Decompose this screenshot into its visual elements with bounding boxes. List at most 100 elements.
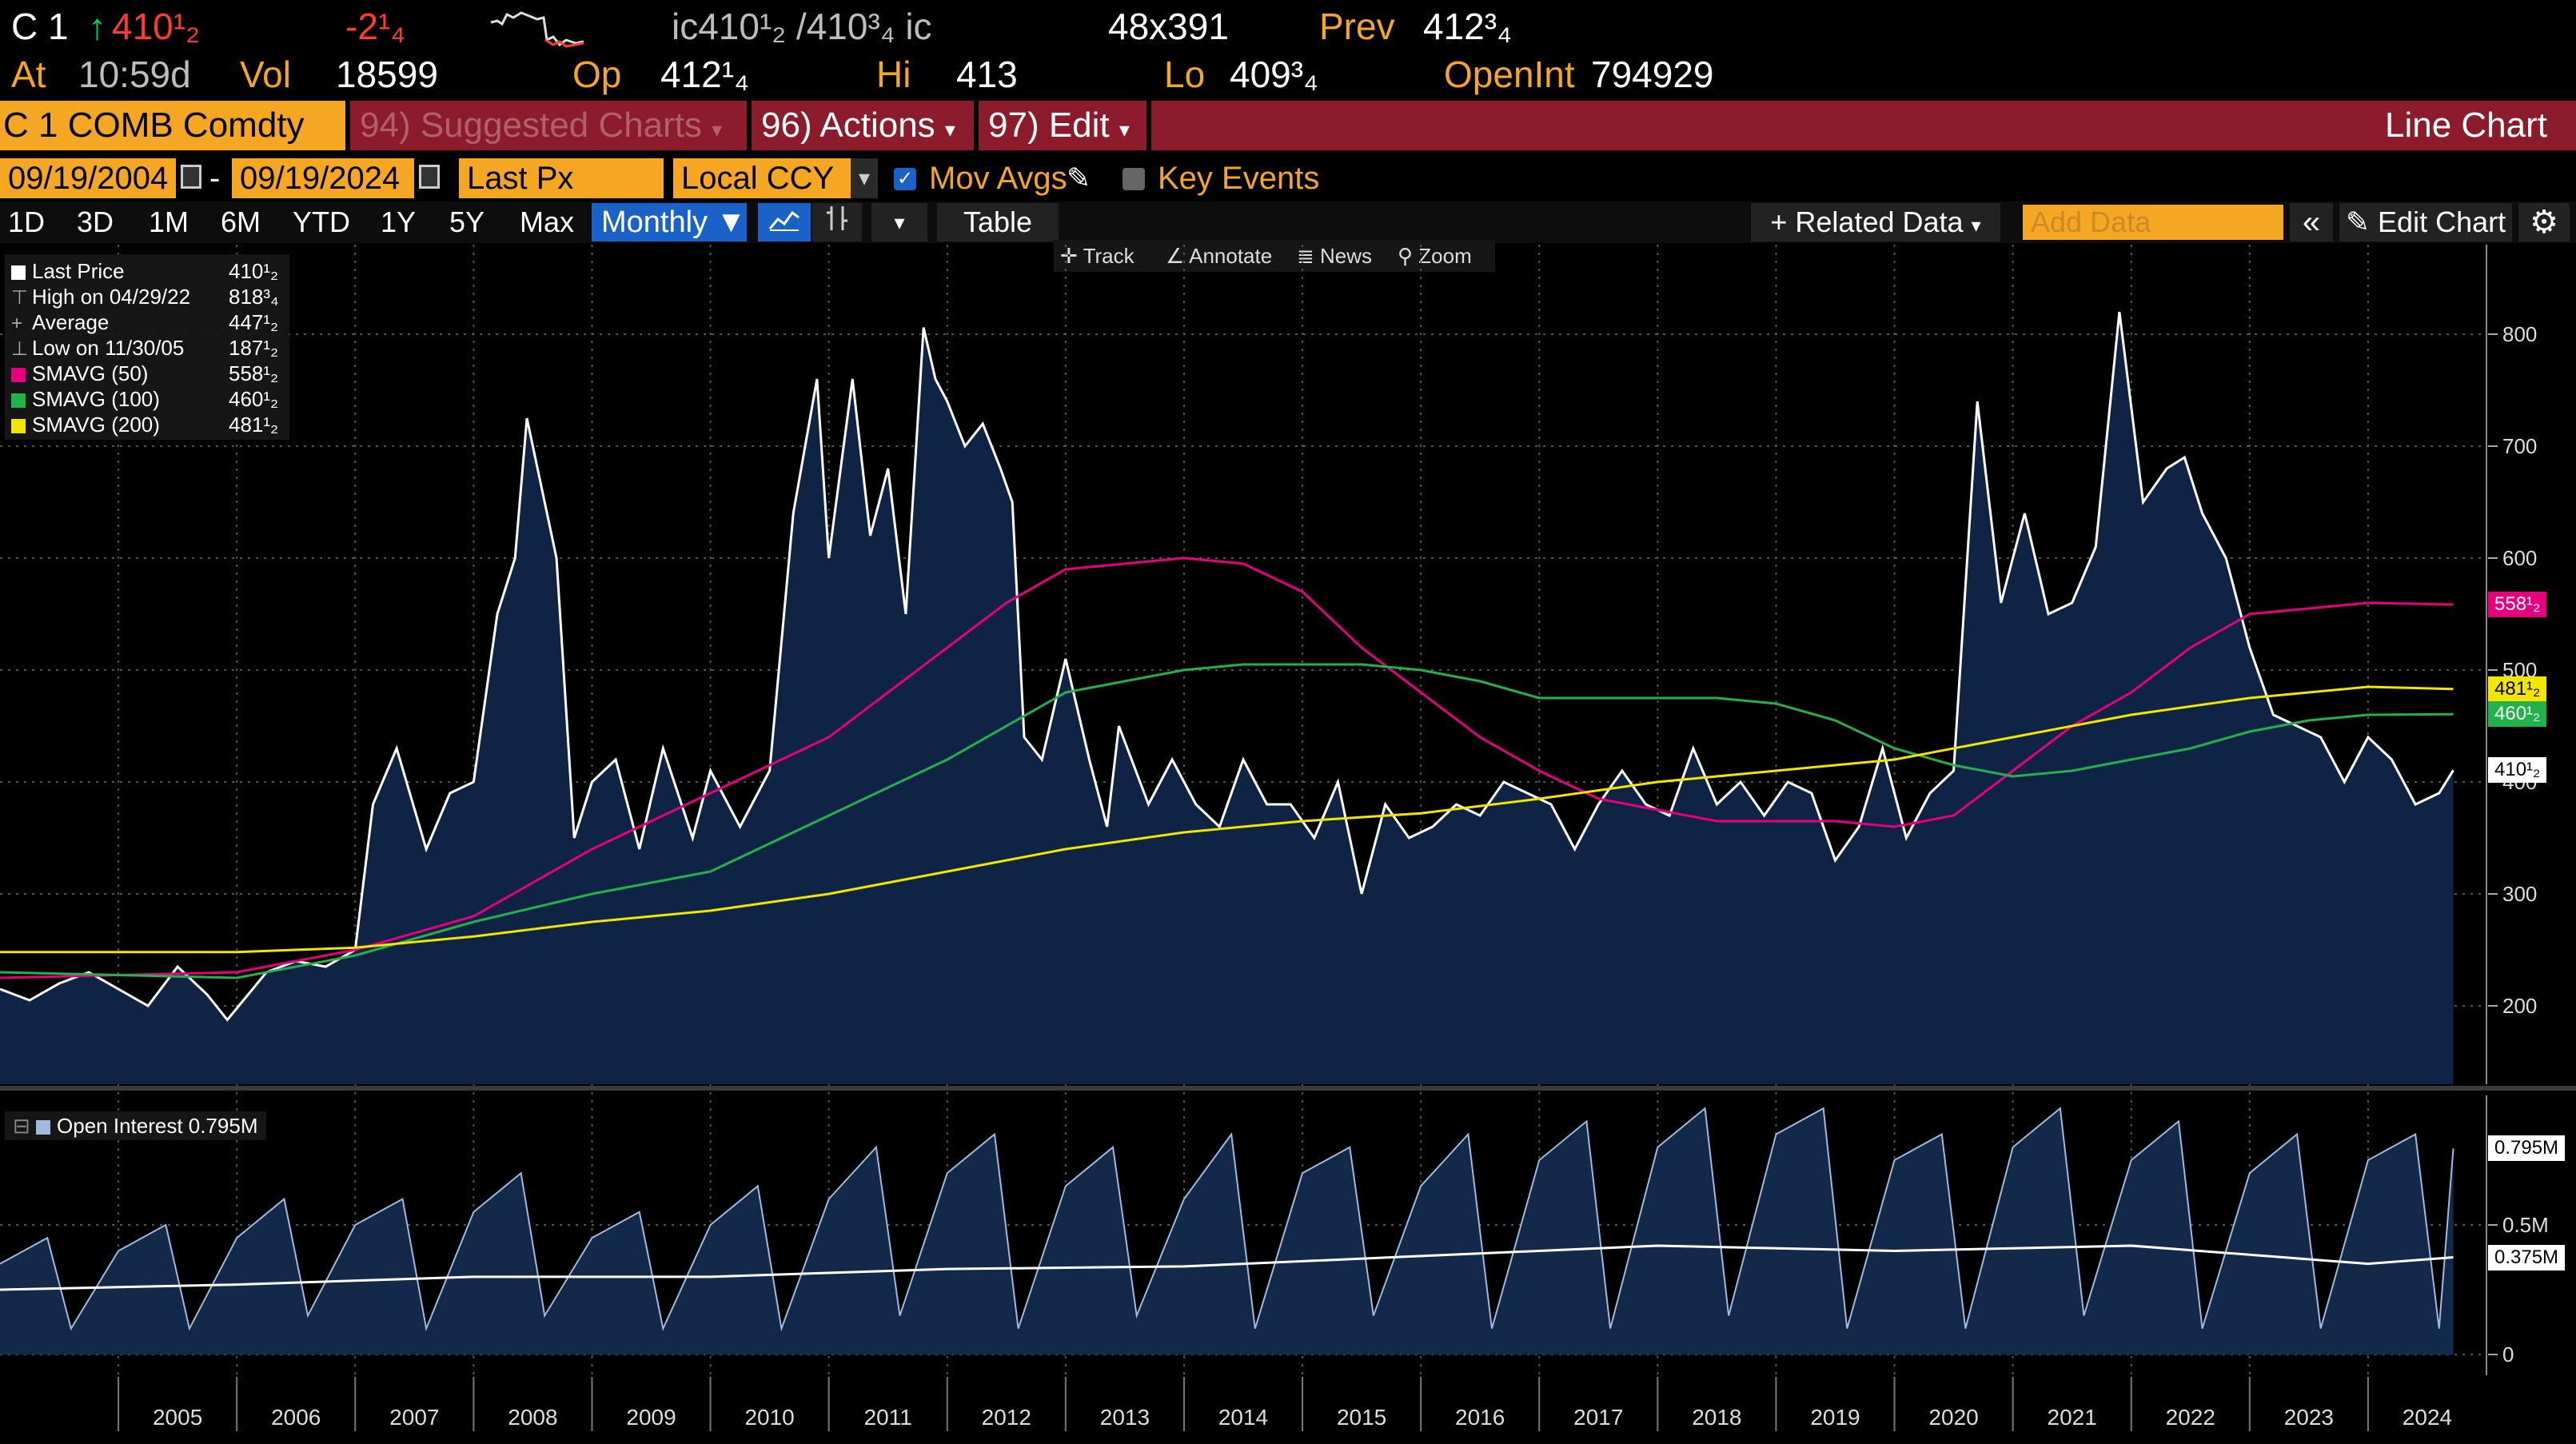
suggested-charts-menu[interactable]: 94) Suggested Charts ▾ bbox=[360, 106, 723, 145]
legend-value: 410¹₂ bbox=[229, 259, 279, 283]
year-label: 2019 bbox=[1810, 1405, 1860, 1430]
price-value-tag: 481¹₂ bbox=[2488, 676, 2547, 702]
legend-row: SMAVG (100) 460¹₂ bbox=[11, 387, 283, 411]
annotate-tool[interactable]: ∠ Annotate bbox=[1159, 240, 1295, 272]
zoom-tool[interactable]: ⚲ Zoom bbox=[1391, 240, 1495, 272]
oi-swatch bbox=[36, 1120, 51, 1135]
price-value-tag: 460¹₂ bbox=[2488, 701, 2547, 728]
line-chart-toggle-icon[interactable] bbox=[758, 203, 811, 241]
chevron-down-icon: ▾ bbox=[944, 118, 955, 142]
net-change: -2¹₄ bbox=[345, 6, 405, 47]
price-tick-label: 200 bbox=[2502, 994, 2537, 1018]
prev-label: Prev bbox=[1319, 6, 1395, 47]
collapse-chevron-icon[interactable]: « bbox=[2290, 203, 2333, 241]
period-ytd[interactable]: YTD bbox=[293, 205, 350, 238]
table-button[interactable]: Table bbox=[937, 203, 1059, 241]
legend-row: SMAVG (200) 481¹₂ bbox=[11, 413, 283, 437]
period-6m[interactable]: 6M bbox=[221, 205, 261, 238]
oi-legend: ⊟ Open Interest 0.795M bbox=[5, 1111, 266, 1140]
actions-menu[interactable]: 96) Actions ▾ bbox=[761, 106, 955, 145]
year-label: 2018 bbox=[1692, 1405, 1741, 1430]
period-1m[interactable]: 1M bbox=[149, 205, 189, 238]
legend-row: SMAVG (50) 558¹₂ bbox=[11, 361, 283, 385]
pencil-icon[interactable]: ✎ bbox=[1067, 162, 1091, 194]
legend-swatch: + bbox=[11, 313, 23, 334]
legend-value: 460¹₂ bbox=[229, 387, 279, 411]
openint-label: OpenInt bbox=[1444, 54, 1575, 95]
frequency-select[interactable]: Monthly ▼ bbox=[592, 203, 747, 241]
oi-tick-label: 0.5M bbox=[2502, 1213, 2549, 1237]
calendar-icon[interactable] bbox=[181, 165, 201, 189]
legend-label: SMAVG (100) bbox=[32, 387, 160, 411]
oi-tick-label: 0 bbox=[2502, 1342, 2514, 1366]
last-price-line bbox=[0, 311, 2454, 1022]
moving-averages bbox=[0, 556, 2454, 979]
period-row: 1D 3D 1M 6M YTD 1Y 5Y Max Monthly ▼ ▾ Ta… bbox=[0, 201, 2576, 243]
key-events-checkbox[interactable] bbox=[1123, 168, 1145, 190]
calendar-icon[interactable] bbox=[419, 165, 440, 189]
legend-row: Last Price 410¹₂ bbox=[11, 259, 283, 283]
sma-100-line bbox=[0, 663, 2454, 979]
oi-value-tag: 0.375M bbox=[2488, 1244, 2566, 1270]
period-1y[interactable]: 1Y bbox=[381, 205, 417, 238]
legend-label: Low on 11/30/05 bbox=[32, 336, 185, 360]
add-data-input[interactable]: Add Data bbox=[2023, 205, 2283, 240]
function-bar: C 1 COMB Comdty 94) Suggested Charts ▾ 9… bbox=[0, 101, 2576, 150]
mov-avgs-label: Mov Avgs bbox=[929, 161, 1067, 196]
year-label: 2012 bbox=[982, 1405, 1031, 1430]
news-tool[interactable]: ≣ News bbox=[1290, 240, 1396, 272]
price-tick-label: 300 bbox=[2502, 882, 2537, 906]
sparkline-icon bbox=[490, 11, 584, 48]
oi-area bbox=[0, 1107, 2454, 1355]
price-tick-label: 800 bbox=[2502, 322, 2537, 346]
legend-row: ⊥ Low on 11/30/05 187¹₂ bbox=[11, 336, 283, 360]
related-data-menu[interactable]: + Related Data ▾ bbox=[1751, 203, 2000, 241]
high-value: 413 bbox=[956, 54, 1018, 95]
vol-label: Vol bbox=[240, 54, 291, 95]
track-tool[interactable]: ✛ Track bbox=[1054, 240, 1164, 272]
price-tick-label: 700 bbox=[2502, 434, 2537, 458]
prev-value: 412³₄ bbox=[1423, 6, 1512, 47]
year-label: 2008 bbox=[508, 1405, 557, 1430]
date-separator: - bbox=[209, 161, 221, 196]
currency-select[interactable]: Local CCY bbox=[673, 158, 851, 198]
up-arrow-icon: ↑ bbox=[88, 6, 106, 47]
year-label: 2022 bbox=[2166, 1405, 2215, 1430]
news-icon: ≣ bbox=[1297, 244, 1314, 268]
candlestick-icon[interactable] bbox=[812, 203, 862, 241]
year-label: 2007 bbox=[389, 1405, 439, 1430]
chevron-down-icon[interactable]: ▾ bbox=[871, 203, 927, 241]
price-value-tag: 410¹₂ bbox=[2488, 757, 2547, 784]
last-price: 410¹₂ bbox=[112, 6, 200, 47]
expand-icon[interactable]: ⊟ bbox=[13, 1114, 30, 1138]
end-date-input[interactable]: 09/19/2024 bbox=[232, 158, 414, 198]
edit-chart-button[interactable]: ✎ Edit Chart bbox=[2339, 203, 2512, 241]
oi-axis: 0 0.5M bbox=[2486, 1095, 2549, 1375]
start-date-input[interactable]: 09/19/2004 bbox=[0, 158, 176, 198]
legend-label: SMAVG (50) bbox=[32, 361, 149, 385]
year-label: 2024 bbox=[2403, 1405, 2452, 1430]
price-legend: Last Price 410¹₂ ⊤ High on 04/29/22 818³₄ + Av… bbox=[5, 254, 289, 440]
gear-icon[interactable]: ⚙ bbox=[2518, 203, 2570, 241]
period-max[interactable]: Max bbox=[520, 205, 575, 238]
at-time: 10:59d bbox=[78, 54, 191, 95]
price-area bbox=[0, 311, 2454, 1084]
legend-swatch bbox=[11, 419, 26, 434]
period-5y[interactable]: 5Y bbox=[449, 205, 485, 238]
price-tick-label: 600 bbox=[2502, 546, 2537, 570]
chart-settings-row: 09/19/2004 - 09/19/2024 Last Px Local CC… bbox=[0, 158, 2576, 200]
year-label: 2021 bbox=[2048, 1405, 2097, 1430]
legend-row: + Average 447¹₂ bbox=[11, 310, 283, 334]
chevron-down-icon: ▾ bbox=[712, 118, 723, 142]
pencil-icon: ✎ bbox=[2345, 205, 2371, 238]
edit-menu[interactable]: 97) Edit ▾ bbox=[988, 106, 1130, 145]
field-input[interactable]: Last Px bbox=[459, 158, 664, 198]
year-label: 2006 bbox=[271, 1405, 321, 1430]
period-3d[interactable]: 3D bbox=[77, 205, 114, 238]
chevron-down-icon[interactable]: ▾ bbox=[851, 158, 878, 198]
mov-avgs-checkbox[interactable]: ✓ bbox=[894, 168, 916, 190]
period-1d[interactable]: 1D bbox=[8, 205, 46, 238]
legend-swatch: ⊤ bbox=[11, 287, 28, 309]
security-field[interactable]: C 1 COMB Comdty bbox=[0, 101, 345, 150]
